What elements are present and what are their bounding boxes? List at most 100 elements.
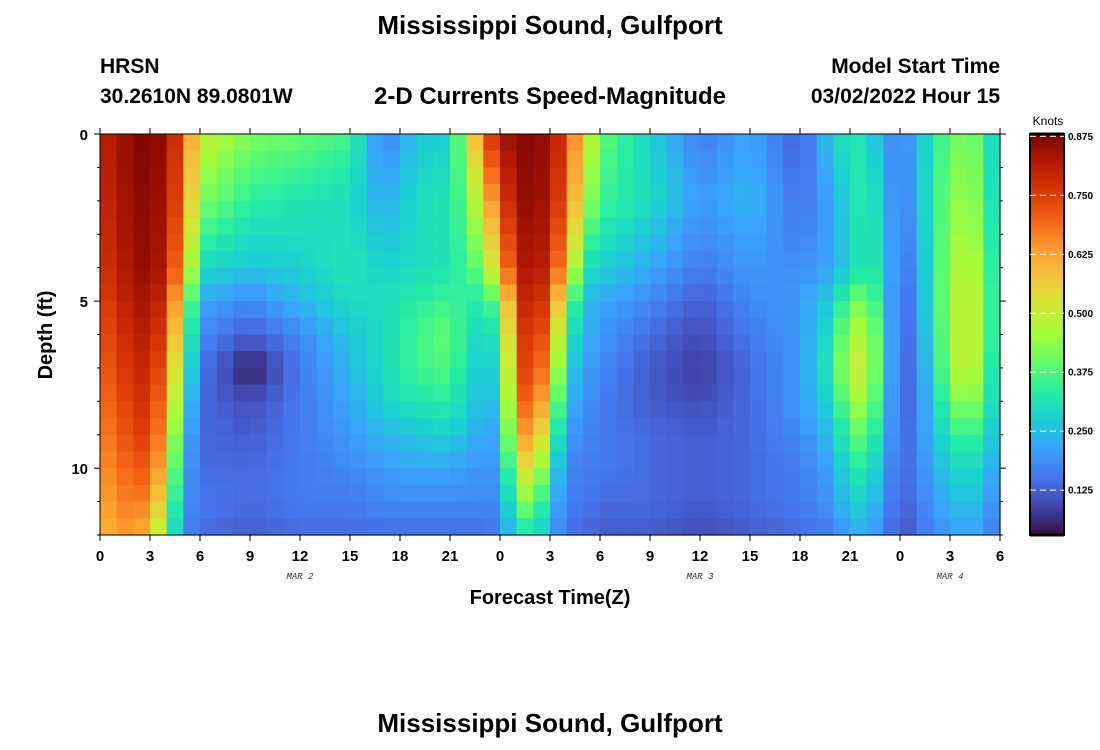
heatmap-cell: [550, 434, 568, 453]
heatmap-cell: [150, 134, 168, 152]
heatmap-cell: [766, 434, 784, 453]
heatmap-cell: [216, 250, 234, 269]
heatmap-cell: [483, 451, 501, 469]
heatmap-cell: [650, 518, 668, 536]
heatmap-cell: [733, 451, 751, 469]
heatmap-cell: [400, 468, 418, 486]
heatmap-cell: [616, 317, 634, 336]
heatmap-cell: [616, 150, 634, 169]
heatmap-cell: [950, 434, 968, 453]
heatmap-cell: [783, 418, 801, 436]
heatmap-cell: [550, 184, 568, 202]
heatmap-cell: [366, 518, 384, 536]
heatmap-cell: [350, 484, 368, 503]
heatmap-cell: [483, 167, 501, 185]
heatmap-cell: [450, 484, 468, 503]
heatmap-cell: [516, 367, 534, 386]
heatmap-cell: [350, 217, 368, 235]
heatmap-cell: [300, 217, 318, 235]
heatmap-cell: [600, 351, 618, 369]
heatmap-cell: [300, 434, 318, 453]
heatmap-cell: [433, 367, 451, 386]
heatmap-cell: [966, 451, 984, 469]
heatmap-cell: [616, 250, 634, 269]
heatmap-cell: [150, 150, 168, 169]
heatmap-cell: [850, 418, 868, 436]
heatmap-cell: [983, 301, 1001, 319]
heatmap-cell: [300, 501, 318, 519]
heatmap-cell: [766, 367, 784, 386]
x-tick-label: 12: [292, 548, 309, 565]
heatmap-cell: [850, 167, 868, 185]
heatmap-cell: [733, 234, 751, 252]
heatmap-cell: [233, 234, 251, 252]
heatmap-cell: [666, 434, 684, 453]
heatmap-cell: [116, 451, 134, 469]
heatmap-cell: [133, 284, 151, 302]
heatmap-cell: [983, 134, 1001, 152]
heatmap-cell: [883, 250, 901, 269]
heatmap-cell: [600, 167, 618, 185]
heatmap-cell: [133, 267, 151, 285]
heatmap-cell: [716, 451, 734, 469]
heatmap-cell: [333, 418, 351, 436]
heatmap-cell: [633, 501, 651, 519]
heatmap-cell: [366, 367, 384, 386]
heatmap-cell: [850, 351, 868, 369]
heatmap-cell: [583, 334, 601, 352]
heatmap-cell: [483, 217, 501, 235]
heatmap-cell: [883, 234, 901, 252]
heatmap-cell: [200, 250, 218, 269]
heatmap-cell: [266, 267, 284, 285]
heatmap-cell: [800, 150, 818, 169]
heatmap-cell: [433, 134, 451, 152]
heatmap-cell: [950, 250, 968, 269]
heatmap-cell: [116, 200, 134, 219]
heatmap-cell: [850, 334, 868, 352]
heatmap-cell: [283, 234, 301, 252]
heatmap-cell: [183, 234, 201, 252]
heatmap-cell: [900, 418, 918, 436]
heatmap-cell: [183, 250, 201, 269]
heatmap-cell: [716, 418, 734, 436]
heatmap-cell: [116, 501, 134, 519]
heatmap-cell: [600, 518, 618, 536]
heatmap-cell: [250, 234, 268, 252]
model-start-value: 03/02/2022 Hour 15: [810, 85, 1000, 108]
heatmap-cell: [566, 334, 584, 352]
heatmap-cell: [450, 367, 468, 386]
heatmap-cell: [766, 384, 784, 402]
heatmap-cell: [100, 267, 118, 285]
heatmap-cell: [850, 134, 868, 152]
heatmap-cell: [316, 134, 334, 152]
heatmap-cell: [900, 401, 918, 419]
x-tick-label: 18: [792, 548, 809, 565]
heatmap-cell: [883, 418, 901, 436]
x-tick-label: 6: [196, 548, 204, 565]
heatmap-cell: [166, 468, 184, 486]
heatmap-cell: [783, 317, 801, 336]
heatmap-cell: [366, 200, 384, 219]
heatmap-cell: [166, 234, 184, 252]
heatmap-cell: [166, 451, 184, 469]
heatmap-cell: [383, 217, 401, 235]
heatmap-cell: [166, 501, 184, 519]
heatmap-cell: [716, 234, 734, 252]
heatmap-cell: [500, 384, 518, 402]
heatmap-cell: [200, 200, 218, 219]
heatmap-cell: [466, 501, 484, 519]
heatmap-cell: [316, 518, 334, 536]
heatmap-cell: [466, 518, 484, 536]
heatmap-cell: [466, 317, 484, 336]
heatmap-cell: [850, 401, 868, 419]
heatmap-cell: [150, 451, 168, 469]
heatmap-cell: [533, 451, 551, 469]
heatmap-cell: [200, 351, 218, 369]
heatmap-cell: [900, 384, 918, 402]
heatmap-cell: [483, 468, 501, 486]
heatmap-cell: [900, 484, 918, 503]
heatmap-cell: [566, 484, 584, 503]
heatmap-cell: [233, 451, 251, 469]
heatmap-cell: [416, 468, 434, 486]
heatmap-cell: [433, 501, 451, 519]
